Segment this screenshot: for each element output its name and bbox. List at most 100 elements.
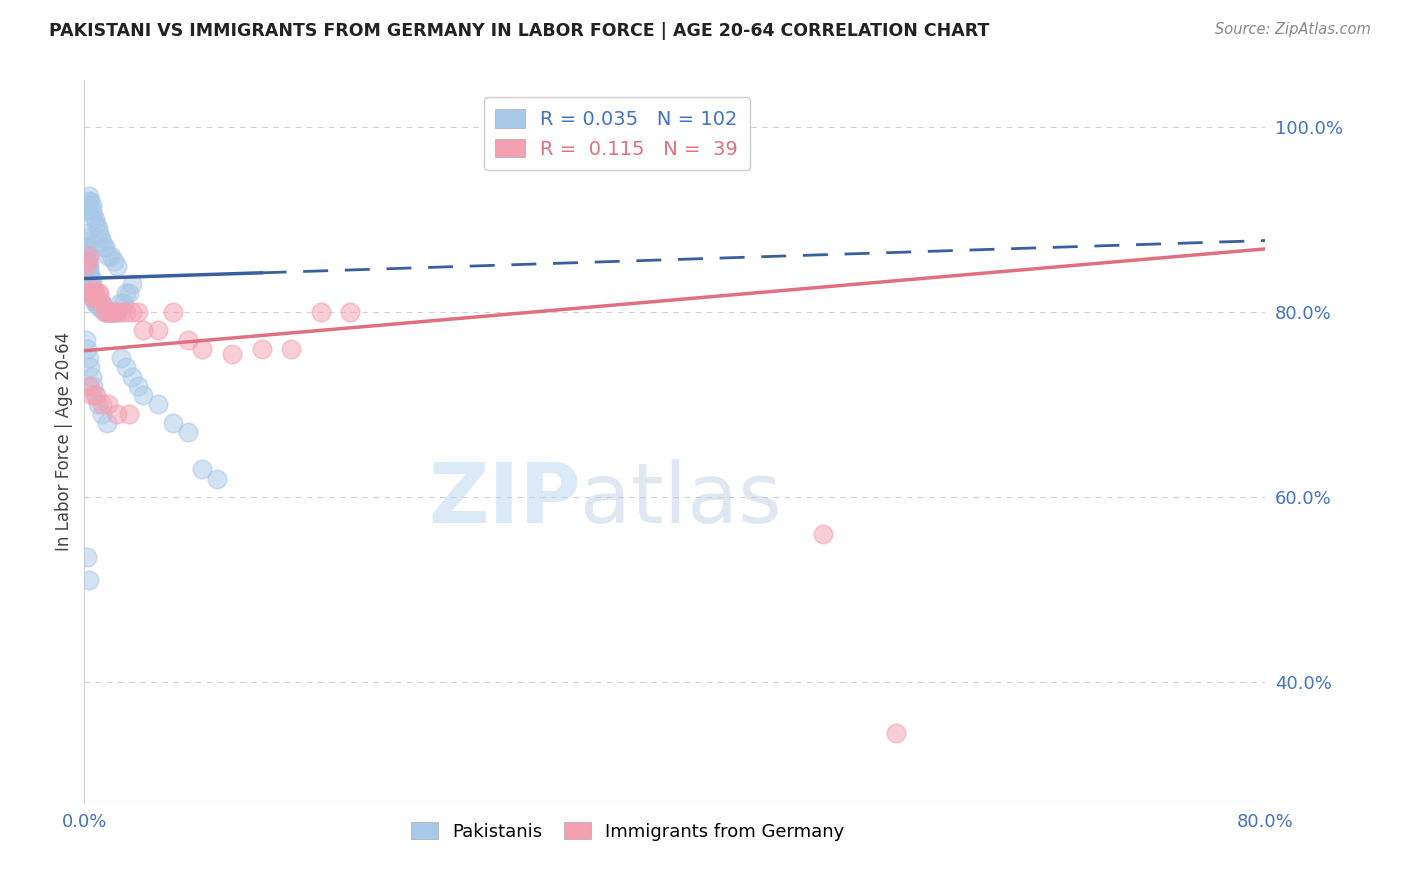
Point	[86, 397, 108, 411]
Point	[82, 379, 104, 393]
Point	[98, 305, 121, 319]
Point	[118, 286, 141, 301]
Point	[811, 527, 834, 541]
Point	[114, 360, 136, 375]
Point	[83, 286, 105, 301]
Point	[80, 286, 103, 301]
Point	[96, 416, 118, 430]
Point	[76, 254, 98, 268]
Point	[77, 263, 100, 277]
Point	[121, 369, 143, 384]
Point	[83, 291, 105, 305]
Point	[77, 272, 100, 286]
Point	[77, 268, 100, 282]
Point	[76, 198, 98, 212]
Point	[97, 305, 120, 319]
Point	[86, 286, 108, 301]
Point	[886, 726, 908, 740]
Point	[76, 268, 98, 282]
Y-axis label: In Labor Force | Age 20-64: In Labor Force | Age 20-64	[55, 332, 73, 551]
Point	[87, 286, 111, 301]
Point	[105, 305, 128, 319]
Point	[77, 254, 100, 268]
Point	[77, 379, 100, 393]
Point	[105, 407, 128, 421]
Point	[191, 342, 214, 356]
Point	[77, 259, 100, 273]
Text: PAKISTANI VS IMMIGRANTS FROM GERMANY IN LABOR FORCE | AGE 20-64 CORRELATION CHAR: PAKISTANI VS IMMIGRANTS FROM GERMANY IN …	[49, 22, 990, 40]
Point	[84, 291, 107, 305]
Point	[76, 240, 98, 254]
Point	[82, 208, 104, 222]
Point	[309, 305, 332, 319]
Point	[76, 263, 98, 277]
Point	[75, 235, 97, 250]
Point	[79, 277, 101, 291]
Point	[91, 407, 114, 421]
Point	[94, 305, 117, 319]
Point	[77, 277, 100, 291]
Point	[79, 194, 101, 208]
Point	[105, 259, 128, 273]
Point	[221, 346, 243, 360]
Point	[177, 333, 200, 347]
Point	[83, 295, 105, 310]
Point	[79, 360, 101, 375]
Point	[77, 194, 100, 208]
Point	[103, 305, 125, 319]
Point	[83, 212, 105, 227]
Point	[76, 342, 98, 356]
Point	[75, 240, 97, 254]
Point	[132, 323, 155, 337]
Point	[121, 277, 143, 291]
Point	[79, 268, 101, 282]
Point	[250, 342, 273, 356]
Point	[105, 305, 128, 319]
Point	[103, 254, 125, 268]
Point	[103, 305, 125, 319]
Point	[108, 295, 131, 310]
Point	[80, 198, 103, 212]
Point	[75, 226, 97, 240]
Point	[114, 286, 136, 301]
Point	[75, 244, 97, 259]
Point	[127, 379, 149, 393]
Point	[121, 305, 143, 319]
Point	[111, 295, 134, 310]
Point	[90, 231, 112, 245]
Point	[132, 388, 155, 402]
Point	[79, 282, 101, 296]
Point	[86, 297, 108, 311]
Point	[76, 249, 98, 263]
Point	[100, 305, 122, 319]
Text: atlas: atlas	[581, 458, 782, 540]
Point	[77, 351, 100, 366]
Point	[94, 305, 117, 319]
Point	[177, 425, 200, 440]
Point	[101, 305, 124, 319]
Point	[280, 342, 302, 356]
Point	[93, 301, 115, 317]
Point	[80, 272, 103, 286]
Point	[79, 286, 101, 301]
Point	[80, 282, 103, 296]
Point	[162, 416, 184, 430]
Point	[77, 574, 100, 588]
Point	[118, 407, 141, 421]
Point	[90, 300, 112, 314]
Point	[91, 235, 114, 250]
Point	[80, 202, 103, 217]
Point	[76, 202, 98, 217]
Point	[110, 305, 132, 319]
Point	[80, 388, 103, 402]
Point	[114, 305, 136, 319]
Point	[76, 244, 98, 259]
Point	[191, 462, 214, 476]
Point	[97, 249, 120, 263]
Point	[82, 291, 104, 305]
Point	[148, 323, 170, 337]
Point	[148, 397, 170, 411]
Point	[91, 295, 114, 310]
Point	[76, 259, 98, 273]
Point	[76, 254, 98, 268]
